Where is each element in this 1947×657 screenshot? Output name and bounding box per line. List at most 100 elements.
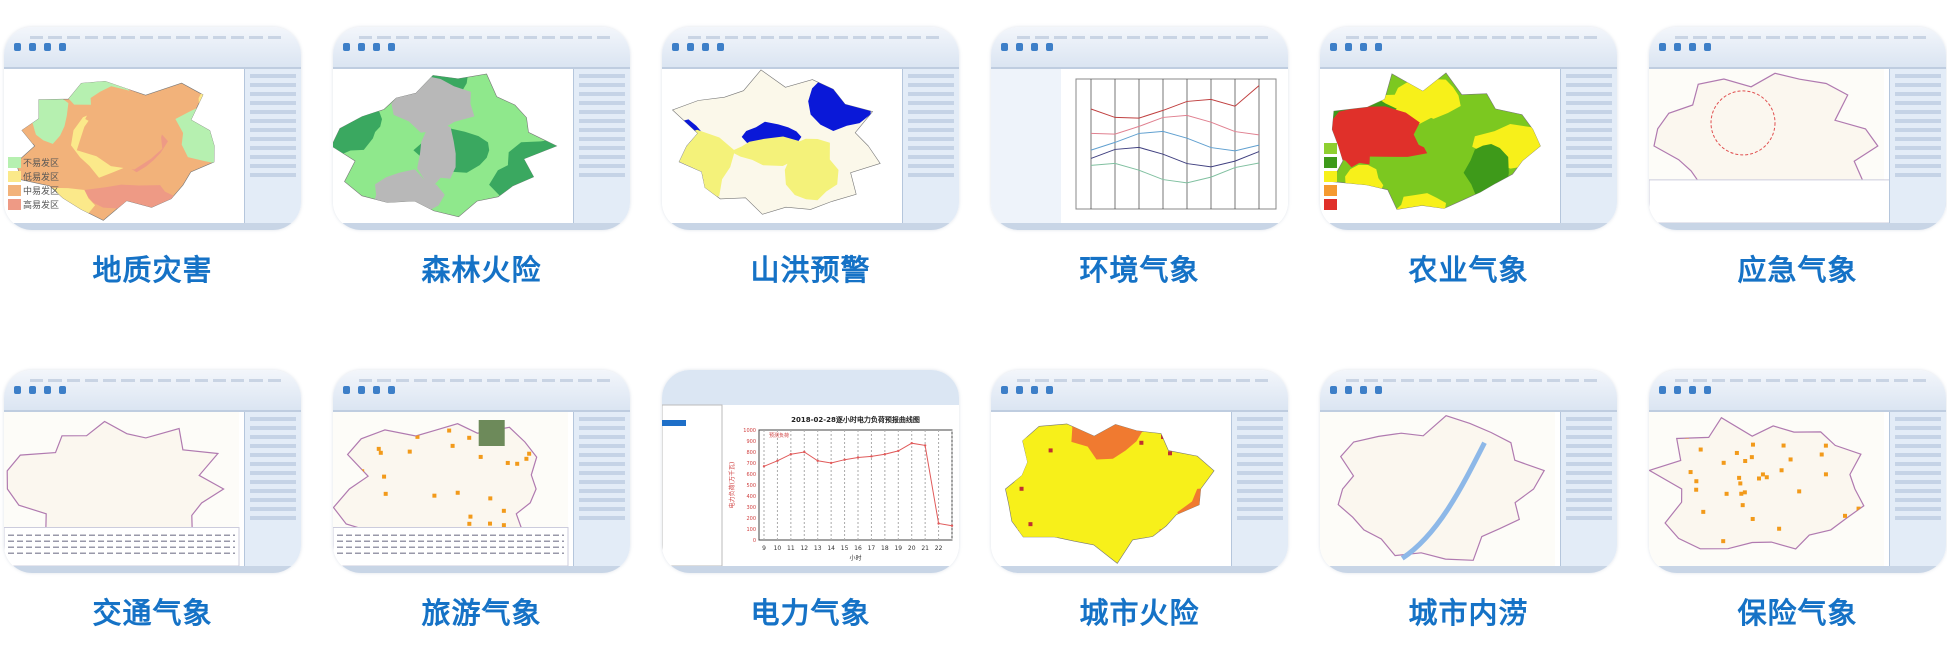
thumbnail-card[interactable] <box>1320 370 1617 573</box>
thumbnail-card[interactable]: 不易发区 低易发区 中易发区 高易发区 <box>4 27 301 230</box>
data-point <box>897 449 900 453</box>
tab <box>1346 36 1360 39</box>
station-marker <box>1738 481 1743 486</box>
panel-row <box>250 101 296 105</box>
thumbnail-graphic <box>1005 423 1215 564</box>
thumbnail-card[interactable] <box>1320 27 1617 230</box>
tab <box>413 36 428 39</box>
station-marker <box>1750 442 1755 447</box>
side-panel <box>1889 412 1946 566</box>
tab <box>1565 36 1579 39</box>
card-label[interactable]: 城市火险 <box>1079 596 1200 630</box>
station-marker <box>415 434 420 439</box>
tab <box>1382 379 1396 382</box>
station-marker <box>1749 455 1754 460</box>
card-label[interactable]: 城市内涝 <box>1408 596 1529 630</box>
card-label[interactable]: 农业气象 <box>1408 253 1529 287</box>
legend-item: 中易发区 <box>8 183 59 197</box>
tool-icon <box>1360 386 1367 394</box>
panel-row <box>579 155 625 159</box>
map-zone <box>1521 166 1541 204</box>
tab <box>1035 379 1049 382</box>
card-label[interactable]: 森林火险 <box>421 253 542 287</box>
station-marker <box>1764 475 1769 480</box>
card-label[interactable]: 交通气象 <box>92 596 213 630</box>
tab <box>121 36 135 39</box>
thumbnail-card[interactable] <box>991 370 1288 573</box>
card-label[interactable]: 应急气象 <box>1737 253 1858 287</box>
thumbnail-graphic <box>1331 72 1541 210</box>
card-label[interactable]: 电力气象 <box>750 596 871 630</box>
card-label[interactable]: 保险气象 <box>1737 596 1858 630</box>
tab <box>157 379 172 382</box>
tool-icon <box>1016 386 1023 394</box>
thumbnail-card[interactable] <box>662 27 959 230</box>
panel-row <box>250 471 296 475</box>
thumbnail-card[interactable] <box>333 370 630 573</box>
tab <box>139 379 153 382</box>
tab <box>1017 36 1031 39</box>
panel-row <box>1895 435 1941 439</box>
y-tick-label: 300 <box>746 505 756 511</box>
data-point <box>829 461 833 465</box>
thumbnail-card[interactable] <box>1649 370 1946 573</box>
map-zone <box>417 120 456 188</box>
card-label[interactable]: 旅游气象 <box>421 596 542 630</box>
y-tick-label: 900 <box>746 439 756 445</box>
data-point <box>950 524 954 527</box>
status-bar <box>1649 223 1946 230</box>
panel-row <box>1566 128 1612 132</box>
panel-row <box>1566 155 1612 159</box>
thumbnail-card[interactable] <box>333 27 630 230</box>
tab <box>1675 379 1689 382</box>
panel-row <box>579 435 625 439</box>
legend-item: 高易发区 <box>8 197 59 211</box>
chart-title: 2018-02-28逐小时电力负荷预报曲线图 <box>791 415 920 424</box>
thumbnail-card[interactable] <box>1649 27 1946 230</box>
x-tick-label: 13 <box>814 545 822 552</box>
tool-icon <box>388 43 395 51</box>
tab <box>1821 36 1835 39</box>
station-marker <box>1694 487 1699 492</box>
tab <box>578 379 592 382</box>
panel-row <box>908 137 954 141</box>
station-marker <box>1020 454 1025 459</box>
tab <box>1583 379 1597 382</box>
panel-row <box>908 110 954 114</box>
thumbnail-card[interactable] <box>991 27 1288 230</box>
station-marker <box>1694 479 1699 484</box>
thumbnail-card[interactable] <box>4 370 301 573</box>
station-marker <box>505 460 510 465</box>
tab <box>486 36 501 39</box>
tab <box>1163 36 1177 39</box>
thumbnail-graphic <box>1649 69 1946 223</box>
tab <box>194 36 208 39</box>
panel-row <box>1566 498 1612 502</box>
tab <box>523 379 537 382</box>
panel-row <box>579 426 625 430</box>
tool-icon <box>14 386 21 394</box>
tab <box>1090 36 1104 39</box>
tab <box>1876 379 1890 382</box>
ribbon-toolbar <box>991 27 1288 69</box>
tool-icon <box>1001 386 1008 394</box>
thumbnail-card[interactable]: 9 10 11 12 13 14 15 16 17 18 19 20 21 22 0 100 200 300 400… <box>662 370 959 573</box>
card-label[interactable]: 地质灾害 <box>92 253 213 287</box>
card-label[interactable]: 山洪预警 <box>750 253 871 287</box>
tab <box>48 379 62 382</box>
station-marker <box>524 456 529 461</box>
x-tick-label: 9 <box>762 545 766 552</box>
card-label[interactable]: 环境气象 <box>1079 253 1200 287</box>
side-panel <box>573 69 630 223</box>
tab <box>377 36 391 39</box>
tab <box>1473 36 1488 39</box>
tab <box>1693 36 1707 39</box>
station-marker <box>376 446 381 451</box>
tab <box>468 36 482 39</box>
tab <box>852 36 866 39</box>
tool-icon <box>1016 43 1023 51</box>
tab <box>249 379 263 382</box>
ribbon-toolbar <box>333 27 630 69</box>
tab <box>1199 379 1214 382</box>
ribbon-tabs <box>30 35 281 40</box>
